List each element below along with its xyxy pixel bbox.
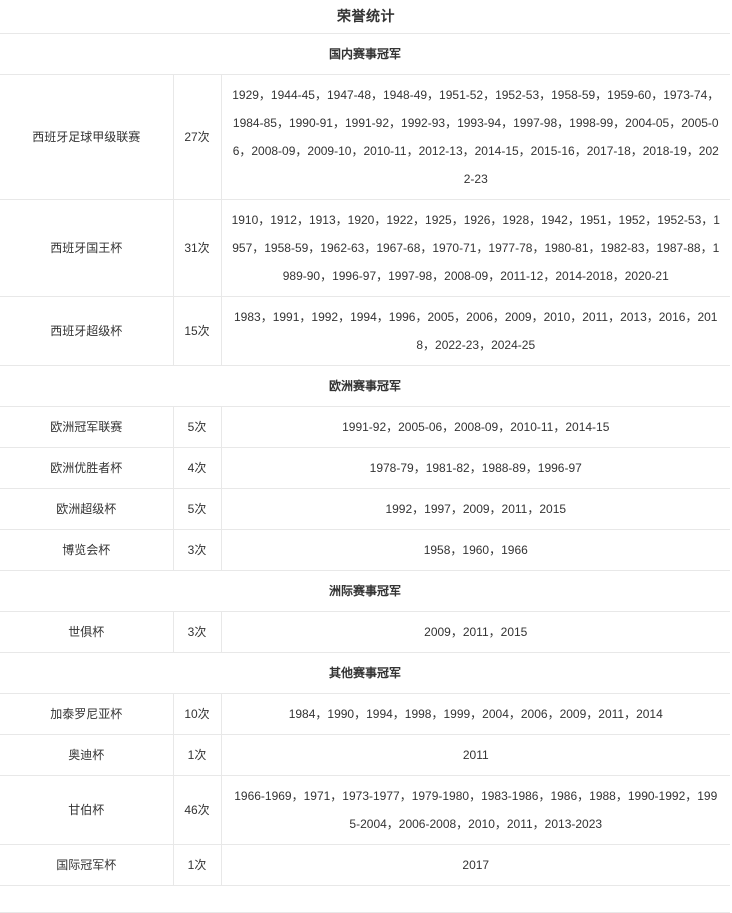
table-row: 西班牙国王杯 31次 1910，1912，1913，1920，1922，1925，1…: [0, 199, 730, 297]
title-count: 1次: [173, 734, 222, 776]
title-count: 10次: [173, 693, 222, 735]
title-count: 46次: [173, 775, 222, 845]
table-row: 西班牙超级杯 15次 1983，1991，1992，1994，1996，2005，2…: [0, 296, 730, 366]
table-row: 欧洲超级杯 5次 1992，1997，2009，2011，2015: [0, 488, 730, 530]
title-years: 2017: [221, 844, 730, 886]
competition-name: 欧洲冠军联赛: [0, 406, 174, 448]
section-header-label: 国内赛事冠军: [0, 33, 730, 75]
competition-name: 西班牙足球甲级联赛: [0, 74, 174, 200]
table-trailing-empty-row: [0, 885, 730, 913]
competition-name: 世俱杯: [0, 611, 174, 653]
section-header-row: 欧洲赛事冠军: [0, 365, 730, 407]
title-years: 1991-92，2005-06，2008-09，2010-11，2014-15: [221, 406, 730, 448]
table-trailing-empty-cell: [0, 885, 730, 913]
table-row: 欧洲冠军联赛 5次 1991-92，2005-06，2008-09，2010-11，…: [0, 406, 730, 448]
title-years: 1983，1991，1992，1994，1996，2005，2006，2009，…: [221, 296, 730, 366]
title-years: 2009，2011，2015: [221, 611, 730, 653]
section-header-label: 其他赛事冠军: [0, 652, 730, 694]
title-years: 1978-79，1981-82，1988-89，1996-97: [221, 447, 730, 489]
competition-name: 甘伯杯: [0, 775, 174, 845]
title-years: 1958，1960，1966: [221, 529, 730, 571]
section-header-label: 欧洲赛事冠军: [0, 365, 730, 407]
competition-name: 欧洲超级杯: [0, 488, 174, 530]
competition-name: 奥迪杯: [0, 734, 174, 776]
title-count: 27次: [173, 74, 222, 200]
table-row: 世俱杯 3次 2009，2011，2015: [0, 611, 730, 653]
title-years: 1929，1944-45，1947-48，1948-49，1951-52，195…: [221, 74, 730, 200]
competition-name: 西班牙超级杯: [0, 296, 174, 366]
honors-table-body: 国内赛事冠军 西班牙足球甲级联赛 27次 1929，1944-45，1947-48，1…: [0, 33, 730, 913]
section-header-row: 其他赛事冠军: [0, 652, 730, 694]
title-count: 1次: [173, 844, 222, 886]
section-header-row: 洲际赛事冠军: [0, 570, 730, 612]
title-count: 3次: [173, 529, 222, 571]
table-row: 国际冠军杯 1次 2017: [0, 844, 730, 886]
title-years: 1966-1969，1971，1973-1977，1979-1980，1983-…: [221, 775, 730, 845]
competition-name: 欧洲优胜者杯: [0, 447, 174, 489]
table-row: 加泰罗尼亚杯 10次 1984，1990，1994，1998，1999，2004，2…: [0, 693, 730, 735]
honors-table: 国内赛事冠军 西班牙足球甲级联赛 27次 1929，1944-45，1947-48，1…: [0, 33, 730, 913]
competition-name: 加泰罗尼亚杯: [0, 693, 174, 735]
table-row: 博览会杯 3次 1958，1960，1966: [0, 529, 730, 571]
title-years: 1992，1997，2009，2011，2015: [221, 488, 730, 530]
title-count: 31次: [173, 199, 222, 297]
competition-name: 西班牙国王杯: [0, 199, 174, 297]
title-count: 5次: [173, 406, 222, 448]
title-count: 3次: [173, 611, 222, 653]
title-count: 5次: [173, 488, 222, 530]
competition-name: 国际冠军杯: [0, 844, 174, 886]
title-years: 2011: [221, 734, 730, 776]
table-row: 西班牙足球甲级联赛 27次 1929，1944-45，1947-48，1948-49…: [0, 74, 730, 200]
table-row: 奥迪杯 1次 2011: [0, 734, 730, 776]
title-years: 1984，1990，1994，1998，1999，2004，2006，2009，…: [221, 693, 730, 735]
competition-name: 博览会杯: [0, 529, 174, 571]
title-count: 15次: [173, 296, 222, 366]
title-years: 1910，1912，1913，1920，1922，1925，1926，1928，…: [221, 199, 730, 297]
section-header-label: 洲际赛事冠军: [0, 570, 730, 612]
table-row: 欧洲优胜者杯 4次 1978-79，1981-82，1988-89，1996-97: [0, 447, 730, 489]
title-count: 4次: [173, 447, 222, 489]
page-title: 荣誉统计: [337, 8, 395, 24]
section-header-row: 国内赛事冠军: [0, 33, 730, 75]
table-row: 甘伯杯 46次 1966-1969，1971，1973-1977，1979-1980…: [0, 775, 730, 845]
